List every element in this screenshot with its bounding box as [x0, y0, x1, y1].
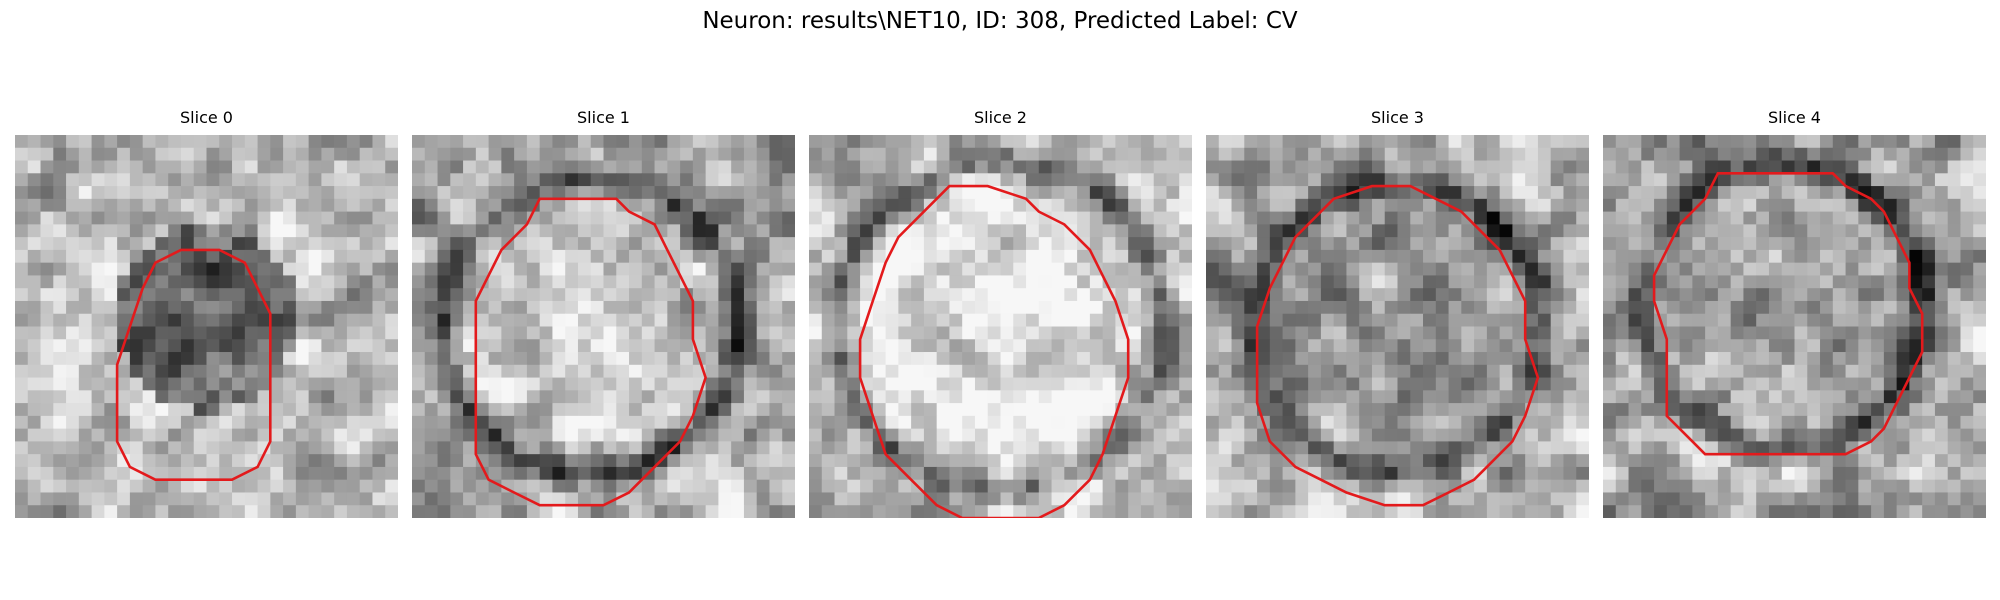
- slice-panel-3: Slice 3: [1206, 108, 1589, 518]
- micrograph-pixels: [809, 135, 1192, 518]
- segmentation-contour: [1255, 184, 1540, 507]
- slice-title-4: Slice 4: [1768, 108, 1821, 127]
- micrograph-pixels: [15, 135, 398, 518]
- segmentation-contour: [474, 197, 707, 507]
- micrograph-pixels: [1206, 135, 1589, 518]
- segmentation-contour: [115, 248, 272, 482]
- slice-panel-2: Slice 2: [809, 108, 1192, 518]
- segmentation-contour: [858, 184, 1130, 518]
- slice-image-1: [412, 135, 795, 518]
- slice-image-4: [1603, 135, 1986, 518]
- slice-title-1: Slice 1: [577, 108, 630, 127]
- slice-panel-0: Slice 0: [15, 108, 398, 518]
- slice-image-0: [15, 135, 398, 518]
- slice-title-2: Slice 2: [974, 108, 1027, 127]
- slice-panel-4: Slice 4: [1603, 108, 1986, 518]
- slice-image-3: [1206, 135, 1589, 518]
- micrograph-pixels: [412, 135, 795, 518]
- segmentation-contour: [1652, 171, 1924, 456]
- slice-panel-1: Slice 1: [412, 108, 795, 518]
- micrograph-pixels: [1603, 135, 1986, 518]
- slice-title-3: Slice 3: [1371, 108, 1424, 127]
- figure-title: Neuron: results\NET10, ID: 308, Predicte…: [702, 8, 1298, 34]
- slice-title-0: Slice 0: [180, 108, 233, 127]
- slice-image-2: [809, 135, 1192, 518]
